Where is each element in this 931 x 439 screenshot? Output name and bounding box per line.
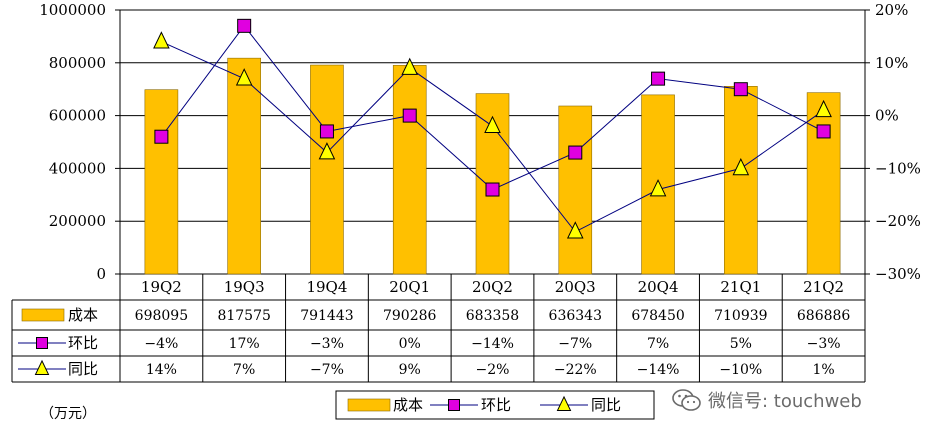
legend-key-square-marker [448, 399, 460, 411]
table-cell: 0% [399, 336, 421, 352]
x-axis-tick-label: 19Q3 [224, 278, 265, 296]
bar-21Q1 [724, 86, 758, 275]
row-key-square-marker [36, 337, 48, 349]
table-cell: 1% [813, 362, 835, 378]
环比-point-20Q3 [568, 145, 583, 160]
table-cell: −4% [144, 336, 178, 352]
table-cell: −7% [558, 336, 592, 352]
table-cell: 683358 [466, 308, 519, 324]
x-axis-tick-label: 21Q1 [720, 278, 761, 296]
table-cell: 790286 [383, 308, 437, 324]
bar-20Q1 [392, 65, 427, 275]
x-axis-tick-label: 20Q4 [638, 278, 679, 296]
table-cell: 817575 [217, 308, 270, 324]
table-cell: −3% [807, 336, 841, 352]
x-axis-tick-label: 19Q4 [306, 278, 347, 296]
table-cell: −10% [719, 362, 762, 378]
table-cell: 14% [146, 362, 177, 378]
table-cell: −22% [554, 362, 597, 378]
table-row-label: 成本 [68, 306, 98, 324]
环比-point-21Q1 [733, 82, 748, 97]
left-axis-tick-label: 200000 [49, 212, 106, 230]
legend-label: 成本 [393, 396, 423, 414]
x-axis-tick-label: 20Q1 [389, 278, 430, 296]
right-axis-tick-label: 0% [875, 107, 899, 125]
bar-21Q2 [806, 92, 841, 275]
table-cell: 636343 [549, 308, 602, 324]
table-cell: −14% [471, 336, 514, 352]
table-cell: −14% [637, 362, 680, 378]
同比-point-20Q2 [484, 115, 501, 133]
right-axis-tick-label: −20% [875, 212, 921, 230]
x-axis-tick-label: 21Q2 [803, 278, 844, 296]
right-axis-tick-label: −30% [875, 265, 921, 283]
right-axis-tick-label: −10% [875, 159, 921, 177]
left-axis-tick-label: 800000 [49, 54, 106, 72]
同比-point-20Q3 [566, 221, 584, 239]
watermark: 微信号: touchweb [672, 385, 922, 415]
right-axis-tick-label: 20% [875, 1, 908, 19]
环比-point-20Q1 [402, 108, 417, 123]
table-cell: 791443 [300, 308, 353, 324]
bar-19Q3 [227, 57, 261, 275]
table-cell: −7% [310, 362, 344, 378]
table-cell: −2% [476, 362, 510, 378]
legend: 成本 环比 同比 [335, 390, 655, 420]
row-key-bar [21, 308, 65, 322]
table-cell: 710939 [714, 308, 767, 324]
同比-point-20Q4 [649, 179, 667, 197]
环比-point-19Q4 [319, 124, 334, 139]
axes: 0 200000 400000 600000 800000 1000000 20% 10% 0%… [39, 1, 921, 283]
同比-point-20Q1 [401, 57, 419, 75]
bar-20Q3 [558, 105, 593, 275]
left-axis-tick-label: 400000 [49, 159, 106, 177]
left-axis-tick-label: 1000000 [39, 1, 106, 19]
同比-point-19Q3 [235, 68, 253, 86]
unit-label: （万元） [40, 406, 96, 422]
data-table: 19Q2 19Q3 19Q4 20Q1 20Q2 20Q3 20Q4 21Q1 21Q2 6980… [11, 274, 866, 383]
环比-point-20Q2 [485, 182, 500, 197]
table-cell: 5% [730, 336, 752, 352]
watermark-text: 微信号: touchweb [708, 391, 862, 412]
同比-point-21Q1 [732, 157, 750, 176]
wechat-icon [672, 389, 701, 411]
x-axis-tick-label: 19Q2 [141, 278, 182, 296]
同比-point-21Q2 [815, 99, 832, 118]
bar-19Q4 [310, 64, 344, 275]
环比-point-19Q2 [154, 129, 169, 144]
同比-point-19Q2 [153, 31, 170, 49]
table-row-label: 环比 [68, 334, 98, 352]
table-cell: 9% [399, 362, 421, 378]
table-cell: −3% [310, 336, 344, 352]
环比-point-20Q4 [651, 71, 666, 86]
table-cell: 686886 [797, 308, 851, 324]
legend-key-triangle-marker [556, 395, 572, 411]
同比-point-19Q4 [318, 142, 336, 160]
table-cell: 7% [233, 362, 255, 378]
bar-series [144, 57, 841, 275]
x-axis-tick-label: 20Q2 [472, 278, 513, 296]
table-cell: 17% [229, 336, 260, 352]
x-axis-tick-label: 20Q3 [555, 278, 596, 296]
left-axis-tick-label: 0 [96, 265, 106, 283]
line-series [153, 18, 832, 239]
table-row-label: 同比 [68, 360, 98, 378]
table-cell: 678450 [631, 308, 684, 324]
table-cell: 7% [647, 336, 669, 352]
table-cell: 698095 [135, 308, 188, 324]
legend-label: 同比 [591, 396, 621, 414]
legend-key-bar [347, 398, 391, 412]
legend-label: 环比 [481, 396, 511, 414]
left-axis-tick-label: 600000 [49, 107, 106, 125]
bar-19Q2 [144, 89, 179, 275]
环比-point-19Q3 [237, 18, 252, 33]
row-key-triangle-marker [34, 359, 50, 375]
环比-point-21Q2 [816, 124, 831, 139]
right-axis-tick-label: 10% [875, 54, 908, 72]
